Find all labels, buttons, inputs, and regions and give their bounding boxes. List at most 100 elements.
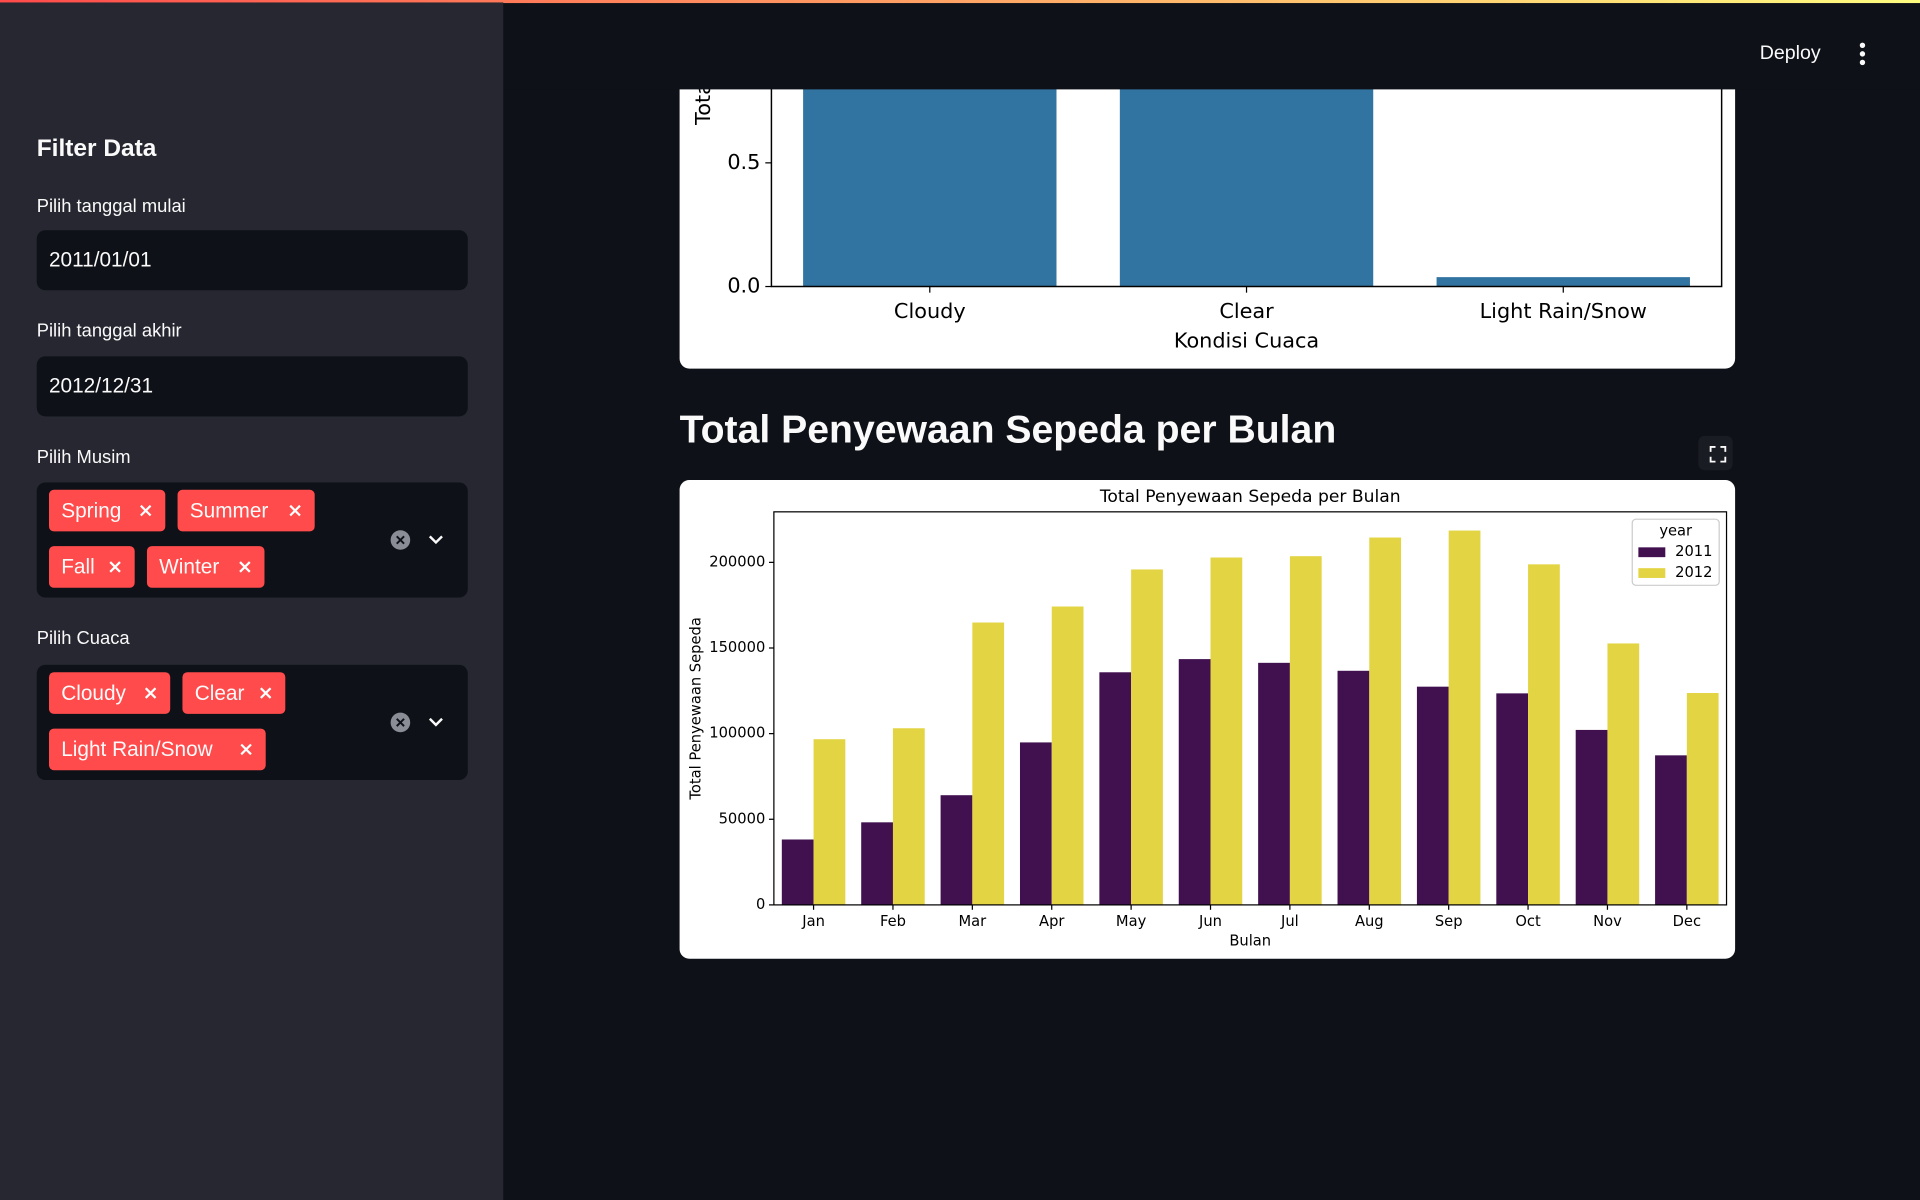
- tag-background: [182, 672, 286, 714]
- bar: [1655, 755, 1687, 905]
- tag-remove[interactable]: [289, 504, 301, 517]
- input-label: Pilih tanggal mulai: [37, 195, 186, 216]
- header-bar: [503, 0, 1920, 90]
- input-label: Pilih Cuaca: [37, 627, 131, 648]
- bar: [1131, 569, 1163, 905]
- clear-all[interactable]: [390, 712, 411, 733]
- dropdown-arrow[interactable]: [428, 535, 443, 545]
- date-value: 2011/01/01: [49, 248, 152, 271]
- tag-background: [48, 489, 166, 532]
- bar: [1178, 659, 1211, 905]
- x-tick-label: May: [1116, 913, 1147, 930]
- fullscreen-background: [1698, 435, 1733, 471]
- fullscreen-icon: [1709, 446, 1727, 463]
- bar: [972, 622, 1005, 905]
- bar: [813, 739, 846, 905]
- axes-frame: [770, 40, 1723, 288]
- bar: [1019, 742, 1052, 905]
- tag[interactable]: Light Rain/Snow: [48, 728, 266, 771]
- bar: [1369, 537, 1402, 905]
- x-tick-label: Dec: [1673, 913, 1701, 930]
- tag-remove[interactable]: [144, 687, 157, 699]
- x-tick-label: Jan: [801, 913, 825, 930]
- x-tick-label: Light Rain/Snow: [1480, 299, 1647, 323]
- tag[interactable]: Clear: [182, 672, 286, 714]
- x-tick-label: Oct: [1515, 913, 1541, 930]
- tag-label: Spring: [61, 499, 121, 522]
- legend-label: 2012: [1675, 564, 1712, 581]
- tag-label: Summer: [190, 499, 269, 522]
- dropdown-arrow[interactable]: [428, 717, 443, 727]
- y-tick-label: 50000: [719, 810, 766, 827]
- bar: [892, 728, 925, 905]
- tag[interactable]: Fall: [48, 546, 135, 588]
- sidebar-background: [0, 2, 504, 1200]
- tag-background: [146, 546, 265, 588]
- y-tick-label: 150000: [709, 639, 765, 656]
- y-tick-label: 0.0: [727, 274, 760, 298]
- bar: [781, 839, 814, 905]
- top-decoration: [0, 0, 1920, 4]
- tag[interactable]: Summer: [177, 489, 315, 532]
- bar: [1258, 662, 1290, 905]
- x-axis-label: Bulan: [1229, 933, 1271, 950]
- x-tick-label: Jul: [1280, 913, 1299, 930]
- legend-label: 2011: [1675, 543, 1712, 560]
- date-input[interactable]: [36, 356, 468, 417]
- bar: [1436, 277, 1690, 287]
- input-label: Pilih tanggal akhir: [37, 320, 182, 341]
- tag[interactable]: Spring: [48, 489, 166, 532]
- x-tick-label: Aug: [1355, 913, 1384, 930]
- tag-remove[interactable]: [109, 561, 121, 573]
- axes-frame: [773, 511, 1728, 906]
- x-tick-label: Sep: [1435, 913, 1463, 930]
- bar: [940, 795, 973, 905]
- y-tick-label: 0.5: [727, 150, 760, 174]
- tag-remove[interactable]: [239, 561, 251, 573]
- bar: [861, 822, 893, 905]
- tag-background: [48, 672, 171, 714]
- tag-remove[interactable]: [140, 504, 152, 517]
- sidebar: Filter Data Pilih tanggal mulai 2011/01/…: [0, 2, 504, 1200]
- input-label: Pilih Musim: [37, 446, 131, 467]
- bar: [1448, 530, 1481, 905]
- bar: [1575, 729, 1608, 905]
- x-axis-label: Kondisi Cuaca: [1174, 329, 1319, 353]
- y-tick-label: 200000: [709, 553, 765, 570]
- tag-remove[interactable]: [240, 743, 252, 756]
- tag-background: [48, 728, 266, 771]
- tag[interactable]: Winter: [146, 546, 265, 588]
- date-input[interactable]: [36, 230, 468, 291]
- bar: [1210, 557, 1243, 905]
- legend-swatch: [1638, 568, 1666, 578]
- tag-label: Clear: [195, 682, 245, 705]
- tag-label: Cloudy: [61, 682, 126, 705]
- sidebar-title: Filter Data: [37, 135, 157, 162]
- tag-background: [48, 546, 135, 588]
- bar: [1099, 672, 1132, 905]
- tag-remove[interactable]: [260, 687, 272, 699]
- x-tick-label: Clear: [1219, 299, 1274, 323]
- legend-title: year: [1659, 522, 1693, 539]
- x-tick-label: Nov: [1593, 913, 1622, 930]
- tag-background: [177, 489, 315, 532]
- fullscreen-button[interactable]: [1698, 435, 1733, 471]
- y-axis-label: Tota: [691, 82, 715, 126]
- bar: [1496, 693, 1529, 905]
- bar: [1528, 564, 1560, 905]
- deploy-button[interactable]: Deploy: [1760, 42, 1821, 64]
- y-axis-label: Total Penyewaan Sepeda: [688, 617, 705, 800]
- y-tick-label: 0: [756, 896, 765, 913]
- x-tick-label: Mar: [958, 913, 987, 930]
- bar: [1289, 556, 1322, 905]
- x-tick-label: Cloudy: [894, 299, 966, 323]
- y-tick-label: 100000: [709, 725, 765, 742]
- tag-label: Winter: [159, 556, 219, 579]
- clear-all[interactable]: [390, 530, 411, 550]
- tag[interactable]: Cloudy: [48, 672, 171, 714]
- tag-label: Light Rain/Snow: [61, 738, 213, 761]
- main-menu[interactable]: [1859, 42, 1866, 66]
- date-value: 2012/12/31: [49, 374, 153, 397]
